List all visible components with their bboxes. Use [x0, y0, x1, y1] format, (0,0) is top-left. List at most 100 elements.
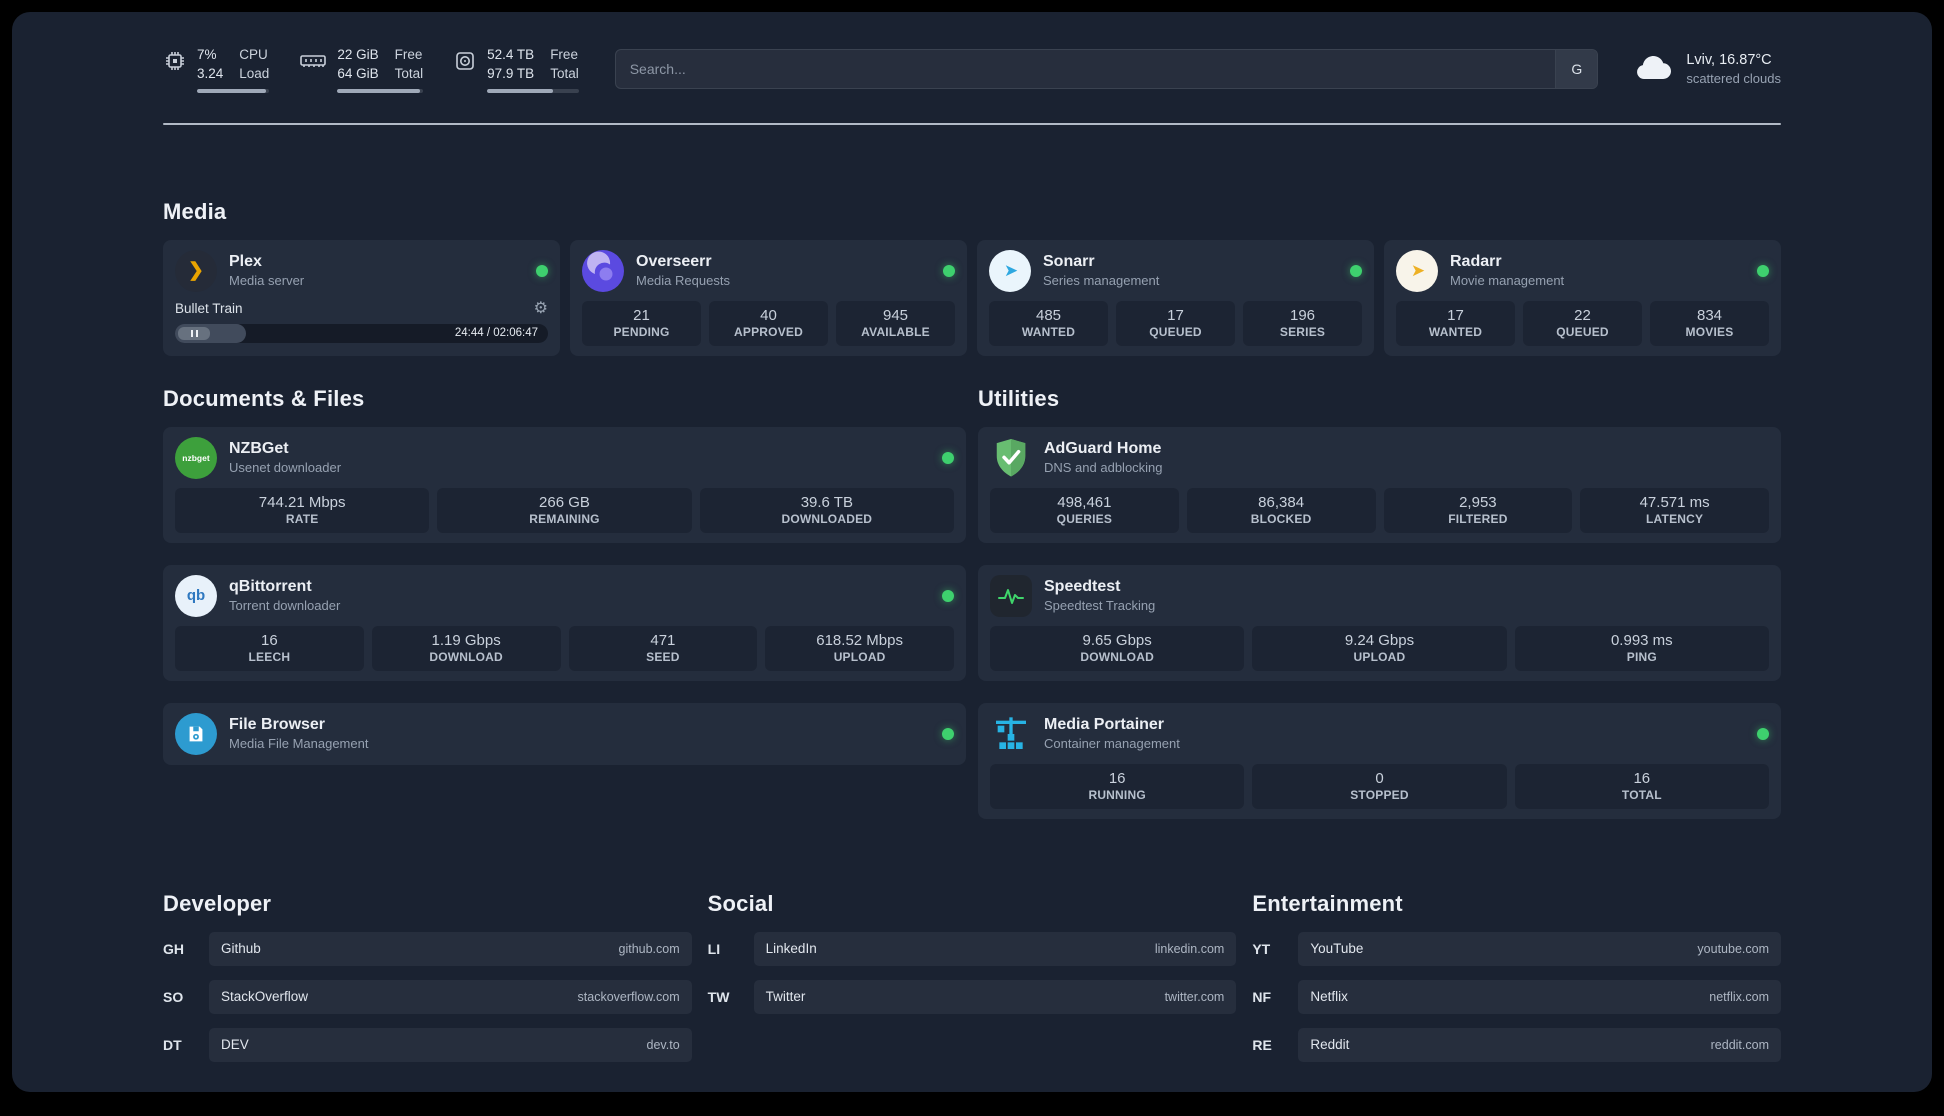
memory-widget: 22 GiB 64 GiB Free Total [299, 46, 424, 93]
stat-tile: 498,461 QUERIES [990, 487, 1179, 533]
topbar: 7% 3.24 CPU Load [163, 12, 1781, 93]
cpu-chip-icon [166, 52, 184, 70]
status-dot [943, 264, 955, 277]
service-card-radarr[interactable]: ➤ Radarr Movie management 17 WANTED [1384, 239, 1781, 356]
search-input[interactable] [615, 61, 1556, 78]
stat-tile: 945 AVAILABLE [836, 300, 955, 346]
stat-tile: 22 QUEUED [1523, 300, 1642, 346]
bookmark-abbr: YT [1252, 940, 1271, 957]
bookmark-abbr: TW [707, 988, 730, 1005]
stat-tile: 266 GB REMAINING [437, 487, 692, 533]
bookmark-link-netflix[interactable]: Netflix netflix.com [1298, 979, 1781, 1014]
overseerr-icon [582, 249, 624, 292]
sonarr-icon: ➤ [989, 249, 1031, 292]
stat-label: PENDING [613, 324, 670, 339]
stat-value: 0 [1375, 769, 1384, 787]
stat-label: RUNNING [1088, 787, 1146, 802]
stat-label: RATE [285, 511, 319, 526]
service-card-filebrowser[interactable]: File Browser Media File Management [163, 702, 966, 765]
stat-tile: 40 APPROVED [709, 300, 828, 346]
stat-tile: 21 PENDING [582, 300, 701, 346]
bookmark-link-youtube[interactable]: YouTube youtube.com [1298, 931, 1781, 966]
stat-tile: 16 RUNNING [990, 763, 1245, 809]
bookmark-abbr: RE [1252, 1036, 1272, 1053]
memory-total: 64 GiB [337, 65, 379, 81]
bookmark-link-linkedin[interactable]: LinkedIn linkedin.com [753, 931, 1237, 966]
service-desc: Speedtest Tracking [1044, 597, 1156, 613]
stat-label: WANTED [1428, 324, 1483, 339]
service-card-sonarr[interactable]: ➤ Sonarr Series management 485 WANTED [977, 239, 1374, 356]
pause-button[interactable] [178, 326, 210, 340]
stat-tile: 0 STOPPED [1252, 763, 1507, 809]
section-title-developer: Developer [163, 890, 272, 916]
stat-label: LEECH [248, 649, 291, 664]
search-bar: G [614, 49, 1599, 90]
disk-usage-bar [487, 88, 579, 93]
bookmark-row: GH Github github.com [163, 931, 692, 966]
stat-label: PING [1626, 649, 1657, 664]
bookmark-abbr: GH [163, 940, 184, 957]
adguard-shield-icon [990, 437, 1032, 479]
radarr-icon: ➤ [1396, 249, 1438, 292]
service-card-speedtest[interactable]: Speedtest Speedtest Tracking 9.65 Gbps D… [978, 564, 1781, 681]
service-card-portainer[interactable]: Media Portainer Container management 16 … [978, 702, 1781, 819]
service-desc: Series management [1043, 272, 1160, 288]
disk-free-label: Free [550, 47, 578, 62]
stat-value: 744.21 Mbps [258, 493, 346, 511]
bookmark-row: YT YouTube youtube.com [1252, 931, 1781, 966]
topbar-divider [163, 122, 1781, 125]
bookmark-link-reddit[interactable]: Reddit reddit.com [1298, 1027, 1781, 1062]
cpu-label: CPU [239, 47, 268, 62]
service-desc: DNS and adblocking [1044, 459, 1163, 475]
status-dot [942, 451, 954, 464]
section-title-utilities: Utilities [978, 385, 1060, 411]
stat-value: 266 GB [539, 493, 590, 511]
stat-value: 471 [650, 631, 676, 649]
search-provider-button[interactable]: G [1555, 50, 1598, 89]
memory-usage-bar [337, 88, 424, 93]
section-title-entertainment: Entertainment [1252, 890, 1403, 916]
section-title-social: Social [707, 890, 774, 916]
stat-label: AVAILABLE [861, 324, 930, 339]
service-card-overseerr[interactable]: Overseerr Media Requests 21 PENDING 40 A… [570, 239, 967, 356]
dashboard-panel: 7% 3.24 CPU Load [12, 12, 1932, 1092]
disk-total: 97.9 TB [487, 65, 535, 81]
playback-progress-bar: 24:44 / 02:06:47 [175, 323, 548, 343]
bookmark-abbr: DT [163, 1036, 182, 1053]
service-card-nzbget[interactable]: nzbget NZBGet Usenet downloader 744.21 M… [163, 426, 966, 543]
gear-icon[interactable]: ⚙ [533, 299, 548, 317]
cloud-icon [1637, 56, 1672, 80]
section-title-documents: Documents & Files [163, 385, 365, 411]
disk-icon [456, 52, 474, 70]
stat-value: 1.19 Gbps [431, 631, 501, 649]
service-name: Media Portainer [1044, 715, 1165, 733]
weather-location: Lviv, 16.87°C [1686, 51, 1772, 68]
service-desc: Media Requests [636, 272, 730, 288]
section-title-media: Media [163, 198, 227, 224]
bookmark-link-github[interactable]: Github github.com [209, 931, 692, 966]
portainer-crane-icon [990, 713, 1032, 755]
stat-value: 16 [1633, 769, 1651, 787]
bookmark-row: SO StackOverflow stackoverflow.com [163, 979, 692, 1014]
bookmark-group-entertainment: Entertainment YT YouTube youtube.com NF … [1252, 891, 1781, 1076]
bookmark-link-twitter[interactable]: Twitter twitter.com [753, 979, 1237, 1014]
service-name: File Browser [229, 715, 326, 733]
stat-tile: 17 WANTED [1396, 300, 1515, 346]
bookmark-link-dev[interactable]: DEV dev.to [209, 1027, 692, 1062]
section-documents: Documents & Files nzbget NZBGet Usenet d… [163, 386, 966, 819]
service-card-plex[interactable]: ❯ Plex Media server Bullet Train ⚙ [163, 239, 560, 356]
service-name: Speedtest [1044, 577, 1121, 595]
status-dot [1757, 264, 1769, 277]
section-utilities: Utilities [978, 386, 1781, 819]
stat-tile: 86,384 BLOCKED [1186, 487, 1376, 533]
status-dot [942, 589, 954, 602]
stat-tile: 0.993 ms PING [1514, 625, 1769, 671]
qbittorrent-icon: qb [175, 574, 217, 617]
status-dot [1757, 727, 1769, 740]
service-name: Sonarr [1043, 252, 1095, 270]
stat-value: 9.24 Gbps [1344, 631, 1415, 649]
service-card-adguard[interactable]: AdGuard Home DNS and adblocking 498,461 … [978, 426, 1781, 543]
service-card-qbittorrent[interactable]: qb qBittorrent Torrent downloader 16 [163, 564, 966, 681]
stat-tile: 39.6 TB DOWNLOADED [699, 487, 954, 533]
bookmark-link-stackoverflow[interactable]: StackOverflow stackoverflow.com [209, 979, 692, 1014]
